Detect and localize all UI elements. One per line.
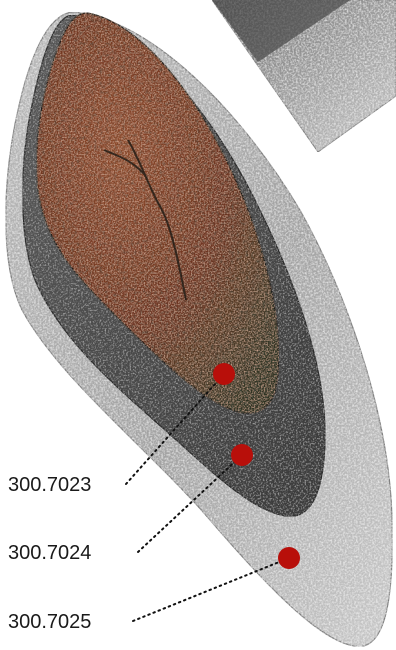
leader-line-300-7025 (132, 557, 290, 622)
sample-marker-300-7024 (231, 444, 253, 466)
core-cracks (103, 139, 187, 301)
leader-line-300-7023 (125, 373, 225, 485)
sample-marker-300-7025 (278, 547, 300, 569)
sample-marker-300-7023 (213, 363, 235, 385)
sample-label-300-7024: 300.7024 (8, 542, 91, 564)
inner-core (36, 12, 280, 414)
sample-label-300-7023: 300.7023 (8, 474, 91, 496)
leader-line-300-7024 (137, 454, 243, 553)
inset-sample-block (211, 0, 396, 153)
sample-label-300-7025: 300.7025 (8, 611, 91, 633)
